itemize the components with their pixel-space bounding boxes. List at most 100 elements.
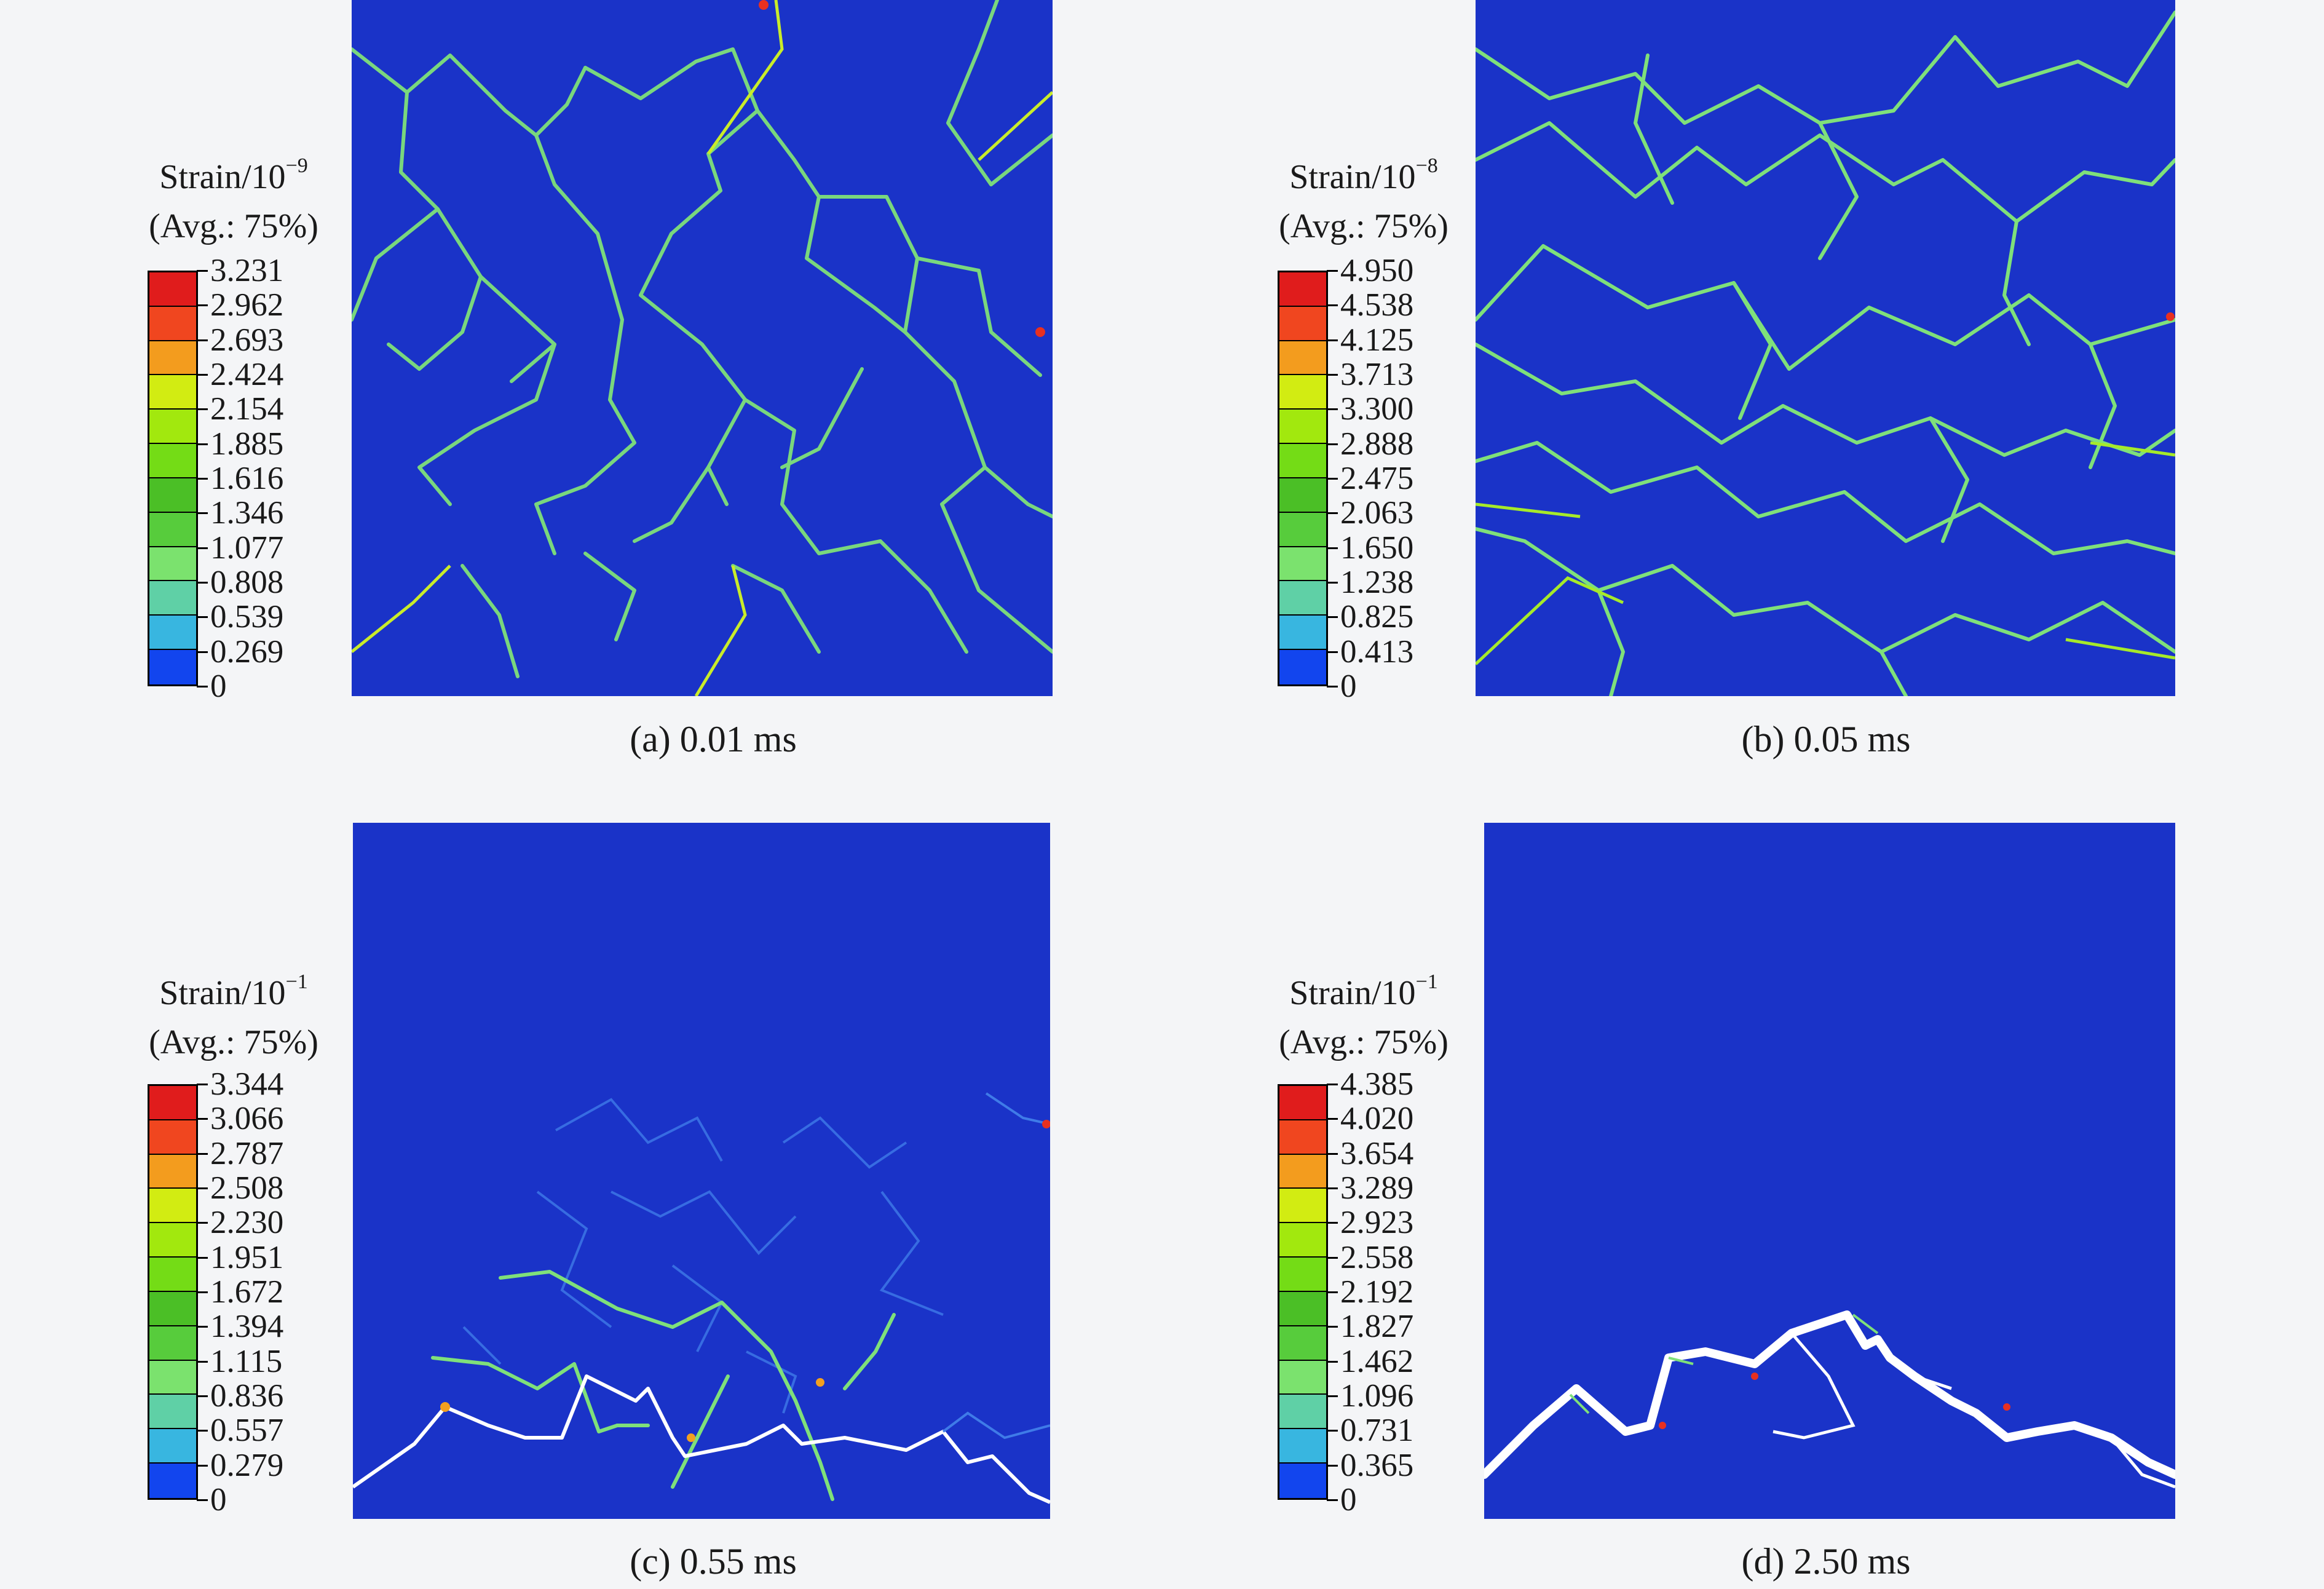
colorbar-tick-mark [1327, 686, 1338, 688]
colorbar-tick-mark [1327, 1291, 1338, 1293]
colorbar-swatch [1279, 1360, 1326, 1395]
colorbar-tick-mark [1327, 1464, 1338, 1467]
colorbar-tick-mark [197, 686, 208, 688]
colorbar-tick-mark [1327, 651, 1338, 653]
colorbar-tick-label: 4.950 [1340, 253, 1414, 288]
colorbar-tick-mark [197, 408, 208, 411]
colorbar-tick-label: 4.020 [1340, 1101, 1414, 1137]
colorbar-tick-label: 3.289 [1340, 1170, 1414, 1206]
colorbar-tick-label: 2.558 [1340, 1239, 1414, 1275]
colorbar-swatch [149, 616, 196, 651]
legend-title: Strain/10−9 (Avg.: 75%) [123, 141, 344, 251]
colorbar-tick-mark [1327, 478, 1338, 480]
legend-title-line1: Strain/10 [1289, 158, 1416, 196]
colorbar-tick-label: 2.923 [1340, 1205, 1414, 1241]
colorbar-tick-label: 2.693 [210, 322, 284, 358]
colorbar-tick-mark [1327, 374, 1338, 376]
colorbar-tick-label: 2.230 [210, 1205, 284, 1241]
colorbar-tick-label: 1.394 [210, 1309, 284, 1345]
colorbar-tick-mark [1327, 582, 1338, 584]
colorbar-tick-mark [1327, 616, 1338, 619]
colorbar-tick-label: 1.616 [210, 461, 284, 496]
colorbar-tick-label: 0 [1340, 1482, 1357, 1518]
crack-network [1484, 1310, 2175, 1489]
colorbar-tick-label: 2.154 [210, 391, 284, 427]
colorbar-tick-label: 0.413 [1340, 633, 1414, 670]
colorbar-tick-mark [197, 1326, 208, 1328]
crack-network [352, 0, 1053, 696]
colorbar-tick-label: 0.836 [210, 1378, 284, 1414]
colorbar-tick-label: 1.462 [1340, 1343, 1414, 1379]
colorbar-tick-label: 0.808 [210, 565, 284, 600]
colorbar-swatch [1279, 1258, 1326, 1292]
colorbar [148, 1084, 198, 1500]
colorbar-tick-mark [197, 339, 208, 341]
colorbar-swatch [1279, 1086, 1326, 1120]
colorbar-tick-label: 0.365 [1340, 1447, 1414, 1483]
colorbar-tick-label: 0.539 [210, 599, 284, 635]
colorbar-tick-label: 3.231 [210, 253, 284, 288]
colorbar-tick-mark [197, 1291, 208, 1293]
colorbar-swatch [1279, 478, 1326, 513]
colorbar-tick-label: 1.238 [1340, 565, 1414, 600]
colorbar-swatch [149, 547, 196, 582]
colorbar-swatch [149, 650, 196, 684]
colorbar-tick-label: 1.346 [210, 495, 284, 531]
colorbar-tick-label: 2.063 [1340, 495, 1414, 531]
colorbar-swatch [1279, 1326, 1326, 1361]
colorbar-tick-label: 1.650 [1340, 529, 1414, 566]
colorbar-tick-mark [1327, 1430, 1338, 1432]
colorbar-tick-mark [197, 304, 208, 307]
colorbar-tick-label: 0.557 [210, 1413, 284, 1449]
colorbar-tick-mark [197, 1430, 208, 1432]
colorbar-tick-mark [197, 443, 208, 445]
colorbar-swatch [1279, 650, 1326, 684]
legend-exponent: −1 [285, 970, 308, 993]
colorbar-swatch [1279, 1464, 1326, 1498]
colorbar-tick-mark [197, 1464, 208, 1467]
colorbar-swatch [1279, 1154, 1326, 1189]
colorbar-tick-mark [197, 1360, 208, 1363]
colorbar [1278, 1084, 1328, 1500]
colorbar-tick-label: 1.077 [210, 529, 284, 566]
colorbar [1278, 271, 1328, 686]
colorbar-swatch [149, 306, 196, 341]
colorbar-swatch [149, 1464, 196, 1498]
colorbar-swatch [149, 1258, 196, 1292]
colorbar-tick-label: 3.344 [210, 1066, 284, 1102]
colorbar-tick-mark [1327, 1118, 1338, 1120]
panel-caption: (a) 0.01 ms [630, 719, 797, 759]
colorbar-tick-label: 3.713 [1340, 357, 1414, 392]
colorbar-tick-mark [1327, 1360, 1338, 1363]
colorbar-swatch [1279, 581, 1326, 616]
colorbar-tick-label: 1.951 [210, 1239, 284, 1275]
colorbar-tick-mark [1327, 270, 1338, 272]
colorbar-swatch [1279, 1223, 1326, 1258]
colorbar-tick-mark [1327, 1152, 1338, 1155]
colorbar-tick-mark [197, 582, 208, 584]
legend-title-line2: (Avg.: 75%) [1279, 207, 1449, 245]
colorbar-swatch [149, 1086, 196, 1120]
colorbar-tick-label: 3.066 [210, 1101, 284, 1137]
colorbar-tick-mark [197, 547, 208, 549]
colorbar-swatch [1279, 1429, 1326, 1464]
colorbar-tick-mark [1327, 1222, 1338, 1224]
legend-title-line2: (Avg.: 75%) [149, 1023, 318, 1061]
colorbar-tick-label: 2.508 [210, 1170, 284, 1206]
colorbar-tick-label: 0.269 [210, 633, 284, 670]
legend-title: Strain/10−1 (Avg.: 75%) [123, 957, 344, 1067]
legend-title-line2: (Avg.: 75%) [149, 207, 318, 245]
colorbar-swatch [1279, 512, 1326, 547]
colorbar-tick-mark [1327, 1187, 1338, 1189]
legend-title-line1: Strain/10 [159, 974, 286, 1012]
legend-exponent: −8 [1415, 154, 1438, 177]
colorbar-tick-label: 1.827 [1340, 1309, 1414, 1345]
colorbar-swatch [1279, 272, 1326, 307]
colorbar-swatch [1279, 306, 1326, 341]
colorbar-tick-label: 2.192 [1340, 1274, 1414, 1310]
colorbar-tick-mark [197, 1118, 208, 1120]
colorbar-swatch [1279, 341, 1326, 376]
colorbar-tick-mark [197, 616, 208, 619]
colorbar-tick-label: 2.787 [210, 1135, 284, 1171]
colorbar-swatch [149, 581, 196, 616]
